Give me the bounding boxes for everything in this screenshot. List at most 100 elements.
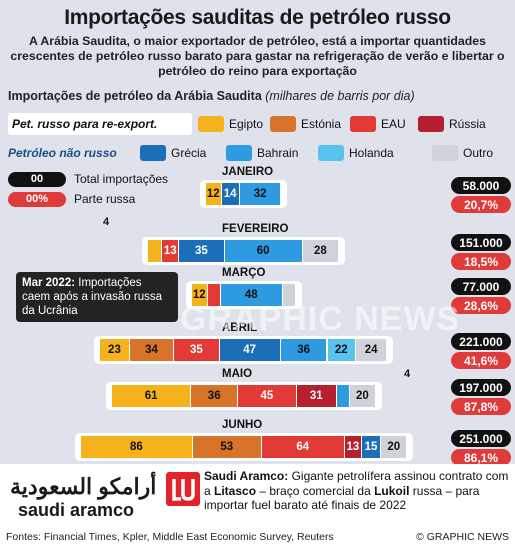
legend-label-estonia: Estónia [301, 117, 342, 131]
russian-share-badge: 18,5% [451, 253, 511, 270]
total-imports-badge: 251.000 [451, 430, 511, 447]
deal-company: Saudi Aramco: [204, 469, 289, 483]
legend-item-russia: Rússia [418, 114, 486, 134]
march-annotation-text: Importações caem após a invasão russa da… [22, 277, 162, 317]
key-total-sample: 00 [8, 171, 66, 187]
bar-segment [336, 385, 350, 407]
legend-item-netherlands: Holanda [318, 143, 394, 163]
legend-label-egypt: Egipto [229, 117, 264, 131]
bar-segment: 31 [296, 385, 337, 407]
legend-item-greece: Grécia [140, 143, 206, 163]
legend-label-russia: Rússia [449, 117, 486, 131]
legend-russian: Pet. russo para re-export. Egipto Estóni… [8, 113, 507, 135]
deal-text-3: russa – para importar fuel barato até fi… [204, 483, 480, 513]
bar-segment: 34 [129, 339, 175, 361]
bar-segment: 53 [192, 436, 262, 458]
bar-segment: 64 [261, 436, 345, 458]
deal-section [0, 464, 515, 528]
footer-credit: © GRAPHIC NEWS [416, 531, 509, 543]
month-label: JUNHO [222, 419, 263, 431]
legend-item-egypt: Egipto [198, 114, 263, 134]
legend-item-other: Outro [432, 143, 493, 163]
key-share-sample: 00% [8, 191, 66, 207]
key-share-label: Parte russa [74, 192, 136, 206]
bar-segment: 28 [302, 240, 340, 262]
bar-segment: 36 [191, 385, 239, 407]
legend-label-greece: Grécia [171, 146, 207, 160]
month-label: ABRIL [222, 322, 258, 334]
key-share: 00% Parte russa [8, 190, 135, 208]
bar-segment: 35 [174, 339, 220, 361]
page-title: Importações sauditas de petróleo russo [64, 6, 451, 29]
chart-unit: (milhares de barris por dia) [265, 89, 415, 103]
key-total: 00 Total importações [8, 170, 168, 188]
legend-label-bahrain: Bahrain [257, 146, 299, 160]
month-label: FEVEREIRO [222, 223, 289, 235]
russian-share-badge: 20,7% [451, 196, 511, 213]
deal-text-2: – braço comercial da [256, 483, 375, 498]
lukoil-logo-icon [166, 472, 200, 506]
legend-swatch-netherlands [318, 145, 344, 161]
deal-litasco: Litasco [214, 483, 257, 498]
bar-segment: 48 [220, 284, 283, 306]
bar-segment: 35 [179, 240, 225, 262]
legend-russian-label: Pet. russo para re-export. [12, 117, 158, 131]
march-annotation-date: Mar 2022: [22, 277, 76, 289]
bar-segment: 14 [221, 183, 240, 205]
chart-title: Importações de petróleo da Arábia Saudit… [8, 89, 415, 103]
total-imports-badge: 221.000 [451, 333, 511, 350]
russian-share-badge: 87,8% [451, 398, 511, 415]
legend-swatch-greece [140, 145, 166, 161]
bar-segment: 36 [280, 339, 328, 361]
chart-title-text: Importações de petróleo da Arábia Saudit… [8, 89, 262, 103]
deal-lukoil: Lukoil [374, 483, 410, 498]
bar-segment: 15 [361, 436, 382, 458]
legend-russian-label-bg [8, 113, 192, 135]
legend-swatch-egypt [198, 116, 224, 132]
month-label: MARÇO [222, 267, 266, 279]
bar-segment: 45 [238, 385, 297, 407]
legend-item-bahrain: Bahrain [226, 143, 298, 163]
total-imports-badge: 77.000 [451, 278, 511, 295]
month-label: MAIO [222, 368, 253, 380]
russian-share-badge: 28,6% [451, 297, 511, 314]
russian-share-badge: 41,6% [451, 352, 511, 369]
legend-swatch-other [432, 145, 458, 161]
footer: Fontes: Financial Times, Kpler, Middle E… [0, 528, 515, 547]
bar-segment [207, 284, 221, 306]
bar-segment: 60 [224, 240, 303, 262]
legend-label-netherlands: Holanda [349, 146, 394, 160]
bar-segment: 86 [81, 436, 193, 458]
legend-swatch-bahrain [226, 145, 252, 161]
feb-callout-4: 4 [103, 216, 110, 228]
bar-segment: 20 [349, 385, 376, 407]
bar-segment: 47 [219, 339, 281, 361]
aramco-logo-english: saudi aramco [18, 500, 135, 520]
page-subtitle: A Arábia Saudita, o maior exportador de … [10, 34, 505, 78]
legend-non-russian: Petróleo não russo Grécia Bahrain Holand… [8, 142, 507, 164]
bar-segment: 12 [192, 284, 208, 306]
deal-text-1: Gigante petrolífera assinou contrato com… [204, 469, 509, 498]
may-callout-4: 4 [404, 368, 411, 380]
bar-segment: 32 [239, 183, 282, 205]
legend-swatch-russia [418, 116, 444, 132]
bar-segment: 13 [344, 436, 362, 458]
total-imports-badge: 197.000 [451, 379, 511, 396]
bar-segment: 61 [112, 385, 192, 407]
key-total-label: Total importações [74, 172, 169, 186]
legend-label-uae: EAU [381, 117, 406, 131]
legend-swatch-uae [350, 116, 376, 132]
aramco-logo-arabic: أرامكو السعودية [10, 474, 157, 499]
bar-segment: 20 [381, 436, 408, 458]
bar-segment: 24 [356, 339, 388, 361]
legend-item-uae: EAU [350, 114, 406, 134]
march-annotation: Mar 2022: Importações caem após a invasã… [16, 272, 178, 322]
legend-non-russian-label: Petróleo não russo [8, 146, 117, 160]
total-imports-badge: 58.000 [451, 177, 511, 194]
bar-segment: 23 [100, 339, 130, 361]
month-label: JANEIRO [222, 166, 274, 178]
deal-text: Saudi Aramco: Gigante petrolífera assino… [204, 469, 510, 513]
total-imports-badge: 151.000 [451, 234, 511, 251]
bar-segment: 22 [327, 339, 357, 361]
